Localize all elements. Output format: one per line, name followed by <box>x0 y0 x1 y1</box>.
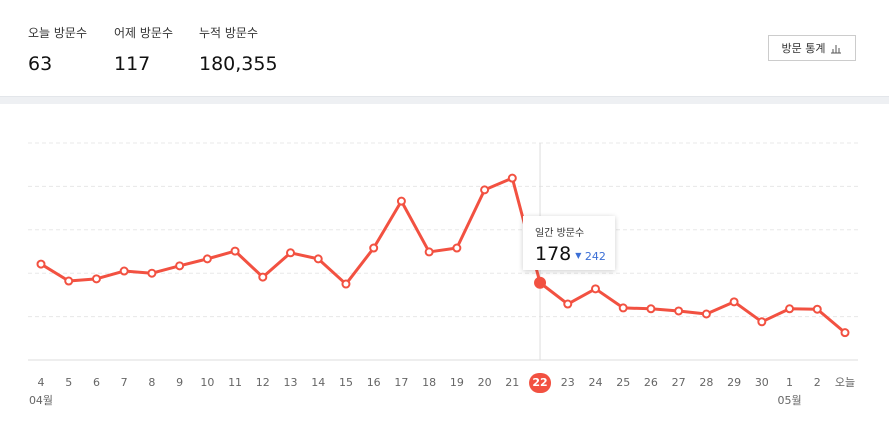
stat-label: 어제 방문수 <box>114 26 174 40</box>
x-tick-label: 21 <box>505 376 519 389</box>
x-tick-label: 11 <box>228 376 242 389</box>
point <box>729 297 739 307</box>
selected-pill <box>529 373 552 393</box>
x-tick-label: 16 <box>367 376 381 389</box>
x-tick-label: 6 <box>93 376 100 389</box>
point <box>674 306 684 316</box>
point <box>563 299 573 309</box>
stat: 오늘 방문수 63 <box>28 24 87 75</box>
x-tick-label: 12 <box>256 376 270 389</box>
x-tick-label: 4 <box>38 376 45 389</box>
stats-button[interactable]: 방문 통계 <box>768 35 856 61</box>
point <box>646 304 656 314</box>
x-tick-label: 오늘 <box>835 376 855 389</box>
x-tick-label: 24 <box>588 376 602 389</box>
x-tick-label: 5 <box>65 376 72 389</box>
x-tick-label: 28 <box>699 376 713 389</box>
point <box>202 254 212 264</box>
x-tick-label: 20 <box>478 376 492 389</box>
stat-label: 오늘 방문수 <box>28 26 88 40</box>
point <box>313 254 323 264</box>
point <box>369 243 379 253</box>
point <box>757 317 767 327</box>
x-tick-label: 23 <box>561 376 575 389</box>
line <box>40 176 846 334</box>
point <box>840 328 850 338</box>
point <box>396 196 406 206</box>
month-label: 05월 <box>777 394 801 407</box>
point <box>147 268 157 278</box>
x-tick-label: 15 <box>339 376 353 389</box>
point <box>175 261 185 271</box>
stat-value: 180,355 <box>199 53 278 75</box>
point <box>812 304 822 314</box>
x-tick-label: 1 <box>786 376 793 389</box>
point <box>36 259 46 269</box>
point <box>507 173 517 183</box>
point <box>119 266 129 276</box>
tooltip-value: 178 <box>535 243 572 265</box>
point <box>258 272 268 282</box>
point <box>785 304 795 314</box>
x-tick-label: 25 <box>616 376 630 389</box>
x-tick-label: 13 <box>284 376 298 389</box>
stat-label: 누적 방문수 <box>199 26 259 40</box>
x-tick-label: 27 <box>672 376 686 389</box>
tooltip: 일간 방문수 178 ▼ 242 <box>523 216 615 270</box>
stat-value: 117 <box>114 53 151 75</box>
point <box>91 274 101 284</box>
point <box>424 247 434 257</box>
x-tick-label: 30 <box>755 376 769 389</box>
x-tick-label: 18 <box>422 376 436 389</box>
stat: 어제 방문수 117 <box>114 24 173 75</box>
point <box>230 246 240 256</box>
x-tick-label: 26 <box>644 376 658 389</box>
x-tick-label: 22 <box>532 376 547 389</box>
point <box>590 284 600 294</box>
x-tick-label: 10 <box>200 376 214 389</box>
point <box>701 309 711 319</box>
point <box>480 185 490 195</box>
tooltip-delta: ▼ 242 <box>575 250 606 263</box>
stat: 누적 방문수 180,355 <box>199 24 278 75</box>
point <box>452 243 462 253</box>
point <box>286 248 296 258</box>
x-tick-label: 2 <box>814 376 821 389</box>
x-tick-label: 9 <box>176 376 183 389</box>
x-tick-label: 14 <box>311 376 325 389</box>
stat-value: 63 <box>28 53 53 75</box>
x-tick-label: 8 <box>148 376 155 389</box>
x-tick-label: 7 <box>121 376 128 389</box>
x-tick-label: 17 <box>394 376 408 389</box>
point <box>64 276 74 286</box>
tooltip-title: 일간 방문수 <box>535 228 585 239</box>
x-tick-label: 19 <box>450 376 464 389</box>
separator <box>0 96 889 104</box>
point <box>341 279 351 289</box>
button-label: 방문 통계 <box>781 42 826 55</box>
month-label: 04월 <box>29 394 53 407</box>
delta-value: 242 <box>584 250 606 263</box>
point <box>534 276 547 289</box>
point <box>618 303 628 313</box>
chart-icon <box>831 44 842 53</box>
x-tick-label: 29 <box>727 376 741 389</box>
